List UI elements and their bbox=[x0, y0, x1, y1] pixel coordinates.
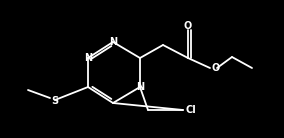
Text: O: O bbox=[184, 21, 192, 31]
Text: S: S bbox=[51, 96, 59, 106]
Text: O: O bbox=[212, 63, 220, 73]
Text: N: N bbox=[84, 53, 92, 63]
Text: N: N bbox=[136, 82, 144, 92]
Text: N: N bbox=[109, 37, 117, 47]
Text: Cl: Cl bbox=[186, 105, 197, 115]
